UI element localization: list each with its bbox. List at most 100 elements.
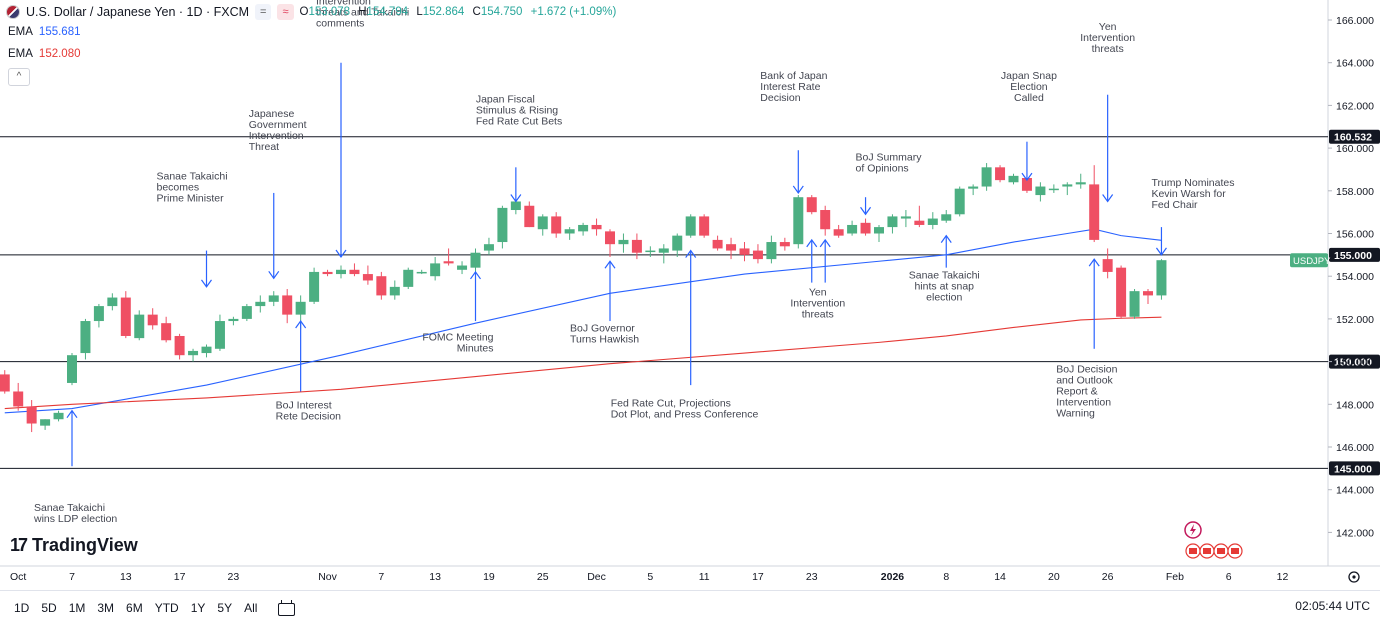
candle-body [591, 224, 602, 230]
timeframe-ytd[interactable]: YTD [154, 601, 179, 615]
timeframe-1m[interactable]: 1M [68, 601, 86, 615]
ema-fast-legend[interactable]: EMA 155.681 [8, 26, 81, 38]
candle-down [282, 289, 293, 324]
symbol-title[interactable]: U.S. Dollar / Japanese Yen · 1D · FXCM [26, 5, 250, 19]
candle-body [551, 216, 562, 234]
time-tick-label: 26 [1102, 571, 1114, 583]
level-price-label: 155.000 [1334, 250, 1372, 262]
high-value: 154.794 [366, 6, 409, 18]
horizontal-lines-layer: 160.532 155.000 150.000 145.000 USDJPY [0, 129, 1380, 476]
timeframe-1y[interactable]: 1Y [190, 601, 206, 615]
annotation-arrow-head [806, 238, 818, 248]
timeframe-5d[interactable]: 5D [41, 601, 57, 615]
time-tick-label: 7 [378, 571, 384, 583]
annotation-label: Fed Chair [1151, 199, 1198, 211]
price-tick-label: 166.000 [1336, 15, 1374, 27]
candle-up [188, 348, 199, 362]
candle-body [80, 321, 91, 354]
chart-canvas[interactable]: 160.532 155.000 150.000 145.000 USDJPY Sanae… [0, 0, 1380, 590]
annotation-label: BoJ Summary [856, 152, 923, 164]
annotation-label: Yen [809, 286, 827, 298]
timeframe-3m[interactable]: 3M [97, 601, 115, 615]
timeframe-6m[interactable]: 6M [126, 601, 143, 615]
candle-body [443, 261, 454, 264]
candle-up [685, 214, 696, 238]
candle-up [874, 224, 884, 243]
candle-body [954, 188, 965, 215]
candle-body [685, 216, 696, 236]
tradingview-logo[interactable]: 17 TradingView [10, 535, 138, 556]
annotation-label: Warning [1056, 407, 1095, 419]
candle-up [1048, 184, 1059, 193]
candle-body [793, 197, 804, 245]
candle-down [443, 248, 454, 266]
symbol-price-tag-label: USDJPY [1293, 256, 1331, 267]
utc-clock[interactable]: 02:05:44 UTC [1295, 599, 1370, 613]
time-tick-label: 13 [429, 571, 441, 583]
candle-up [430, 256, 441, 281]
us-flag-glyph [1231, 548, 1239, 554]
ema-slow-legend[interactable]: EMA 152.080 [8, 48, 81, 60]
candle-up [672, 233, 683, 257]
time-tick-label: 8 [943, 571, 949, 583]
price-tick-label: 148.000 [1336, 399, 1374, 411]
annotation-label: Intervention [316, 0, 371, 7]
candle-down [322, 269, 333, 277]
candle-up [228, 316, 239, 326]
level-price-badge [1329, 247, 1380, 262]
candle-body [1089, 184, 1100, 240]
annotation-label: Report & [1056, 385, 1097, 397]
time-tick-label: 19 [483, 571, 495, 583]
candle-body [618, 239, 629, 245]
settings-gear-center [1352, 575, 1356, 579]
candle-up [241, 303, 252, 322]
price-axis-layer: 142.000 144.000 146.000 148.000 150.000 152.0… [1328, 15, 1374, 539]
annotation-label: Stimulus & Rising [476, 105, 558, 117]
candle-up [887, 214, 898, 234]
candle-down [362, 265, 373, 285]
candle-body [605, 231, 615, 245]
candle-down [13, 382, 24, 411]
candle-down [524, 201, 535, 228]
candle-down [605, 229, 615, 257]
bottom-toolbar: 1D 5D 1M 3M 6M YTD 1Y 5Y All [0, 590, 1380, 625]
ema-fast-line [4, 228, 1162, 414]
timeframe-1d[interactable]: 1D [14, 601, 30, 615]
candle-body [0, 374, 10, 392]
annotation-arrow-head [819, 238, 831, 248]
candles-layer [0, 163, 1167, 433]
time-tick-label: Dec [587, 571, 606, 583]
equal-button[interactable]: = [255, 4, 272, 20]
candle-body [228, 318, 239, 322]
tradingview-mark-icon: 17 [10, 535, 28, 555]
candle-up [53, 410, 64, 422]
candle-body [645, 250, 656, 253]
candle-body [874, 227, 884, 234]
date-range-icon[interactable] [277, 600, 296, 616]
annotation-label: Bank of Japan [760, 70, 827, 82]
candle-down [739, 242, 750, 262]
annotation-arrow-head [1021, 172, 1033, 182]
candle-up [201, 344, 212, 358]
timeframe-all[interactable]: All [244, 601, 258, 615]
time-tick-label: Oct [10, 571, 26, 583]
compare-button[interactable]: ≈ [277, 4, 294, 20]
time-tick-label: 2026 [881, 571, 905, 583]
level-price-badge [1329, 354, 1380, 369]
timeframe-5y[interactable]: 5Y [217, 601, 233, 615]
collapse-legend-button[interactable]: ^ [8, 68, 30, 86]
candle-up [134, 310, 145, 341]
us-flag-glyph [1217, 548, 1225, 554]
annotation-label: Prime Minister [157, 192, 225, 204]
annotation-arrow-head [940, 234, 952, 243]
candle-up [564, 227, 575, 240]
time-tick-label: 11 [699, 571, 710, 583]
candle-up [1035, 182, 1046, 202]
candle-body [174, 335, 185, 356]
annotation-label: Rete Decision [276, 411, 342, 423]
candle-body [120, 297, 131, 336]
